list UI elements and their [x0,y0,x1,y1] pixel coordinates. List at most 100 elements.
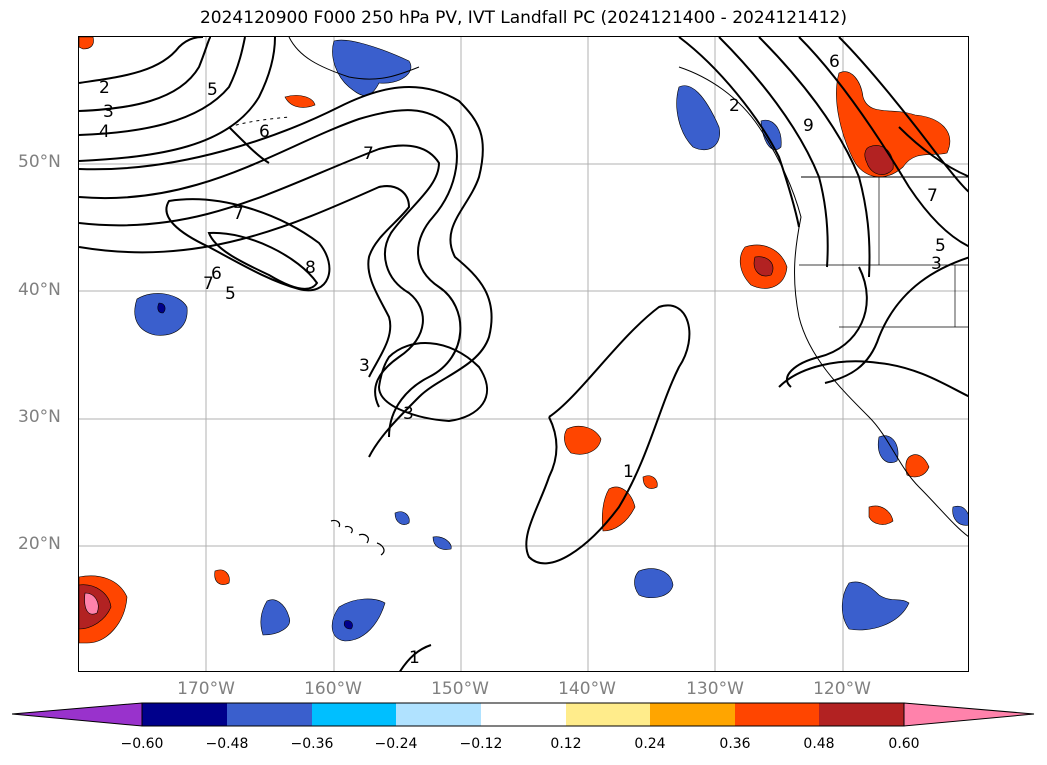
pv-contour-1-sw [399,644,432,671]
colorbar-tick: 0.36 [719,736,751,752]
colorbar-extend-right [903,702,1035,727]
neg-area-s-b [331,598,386,642]
lon-label-120w: 120°W [813,679,871,699]
pos-area-baja [905,454,930,478]
neg-area-dark1 [157,302,166,314]
neg-area-small3 [760,119,782,150]
colorbar-bin [819,703,904,726]
pv-contour-closed-east [778,360,968,398]
pv-contour-jet2 [79,109,462,438]
contour-label: 6 [211,264,222,284]
colorbar-svg [11,702,1035,727]
pos-area-24n-b [642,475,658,489]
coast-state-lines [799,177,968,328]
map-panel: 2 3 4 5 6 7 8 7 5 6 7 3 3 2 6 9 7 5 3 1 … [78,36,969,672]
coastlines [228,37,968,556]
neg-area-alaska [332,39,412,96]
pv-contour-jet1 [79,85,493,458]
pv-contour-trough-east [785,266,868,388]
pv-contour-jet4 [79,185,411,378]
colorbar-bin [481,703,566,726]
pv-contour-ne-6 [838,37,968,193]
colorbar-tick: −0.60 [120,736,164,752]
pos-area-small-alaska [284,95,316,108]
coast-aleutians [228,116,290,128]
pv-contour-ne-4 [758,37,871,278]
contour-label: 5 [207,80,218,100]
pos-area-30n [564,426,602,455]
pos-area-18n [214,569,230,585]
pv-contour-ne-7 [898,126,968,178]
pv-contour-2 [79,37,204,84]
pv-contour-3 [79,37,212,112]
map-canvas: 2 3 4 5 6 7 8 7 5 6 7 3 3 2 6 9 7 5 3 1 … [79,37,968,671]
contour-label: 3 [359,356,370,376]
pv-contour-trough-east2 [824,256,968,384]
contour-label: 3 [403,404,414,424]
contour-label: 2 [99,78,110,98]
map-title: 2024120900 F000 250 hPa PV, IVT Landfall… [199,8,847,28]
colorbar-tick: 0.24 [634,736,666,752]
pv-contour-8-loop [207,231,319,290]
lat-label-20n: 20°N [18,534,61,554]
pos-area-ca-offshore-core [753,256,774,277]
lat-label-30n: 30°N [18,407,61,427]
neg-area-s-d [841,581,910,631]
contour-label: 7 [203,274,214,294]
pv-contour-labels: 2 3 4 5 6 7 8 7 5 6 7 3 3 2 6 9 7 5 3 1 … [99,52,946,668]
pv-contour-3-trough [377,342,489,423]
colorbar-tick: 0.12 [550,736,582,752]
pos-area-mexico-s [868,505,894,525]
pv-contour-6a [228,126,270,164]
colorbar-bin [142,703,227,726]
coast-hawaii [330,519,385,556]
pv-contour-5a [79,37,276,162]
colorbar-bin [566,703,650,726]
contour-label: 8 [305,258,316,278]
lon-label-160w: 160°W [304,679,362,699]
colorbar-tick: −0.24 [374,736,418,752]
colorbar-bin [735,703,819,726]
neg-area-small2 [432,536,452,550]
contour-label: 4 [99,122,110,142]
contour-label: 1 [623,462,634,482]
ivt-positive-areas [79,37,951,644]
pv-contour-jet3 [79,144,441,408]
contour-label: 7 [233,204,244,224]
contour-label: 3 [103,102,114,122]
lon-label-130w: 130°W [686,679,744,699]
colorbar-tick: −0.36 [290,736,334,752]
neg-area-w40n [134,293,188,336]
lon-label-150w: 150°W [431,679,489,699]
contour-label: 7 [927,186,938,206]
contour-label: 5 [225,284,236,304]
contour-label: 5 [935,236,946,256]
coast-alaska [288,37,420,80]
neg-area-mexico [877,435,899,463]
contour-label: 9 [803,116,814,136]
colorbar-tick: −0.48 [205,736,249,752]
pv-contour-1-ridge [525,304,691,565]
lon-label-170w: 170°W [177,679,235,699]
contour-label: 6 [829,52,840,72]
ivt-negative-areas [134,39,968,642]
pv-contour-4 [79,37,246,136]
contour-label: 7 [363,144,374,164]
contour-label: 6 [259,122,270,142]
contour-label: 2 [729,96,740,116]
neg-area-s-c [634,568,674,598]
colorbar-frame [141,702,905,727]
lon-label-140w: 140°W [558,679,616,699]
colorbar-bin [227,703,312,726]
lat-label-50n: 50°N [18,152,61,172]
pv-contour-ne-3 [718,37,829,268]
pos-area-nw-canada [836,71,951,178]
colorbar-tick: 0.48 [803,736,835,752]
colorbar-bin [312,703,396,726]
colorbar-tick: 0.60 [888,736,920,752]
neg-area-bc-coast [676,85,720,151]
colorbar-bin [650,703,735,726]
colorbar-tick: −0.12 [459,736,503,752]
coast-nw-america [678,66,968,537]
pv-contour-ne-2 [678,37,800,228]
